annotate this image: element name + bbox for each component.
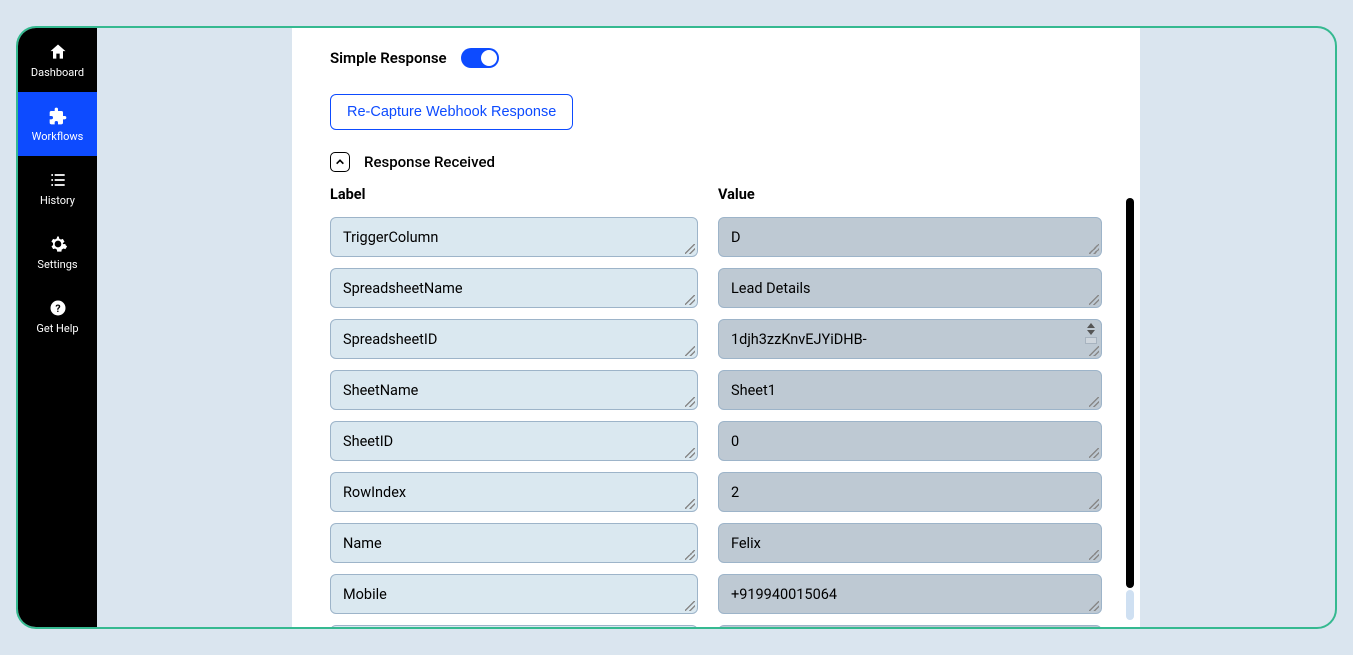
sidebar-item-dashboard[interactable]: Dashboard [18, 28, 97, 92]
sidebar-item-history[interactable]: History [18, 156, 97, 220]
sidebar-item-label: Workflows [32, 130, 84, 143]
panel-scrollbar-track[interactable] [1126, 590, 1134, 620]
response-received-title: Response Received [364, 153, 495, 171]
sidebar-item-label: Get Help [36, 322, 78, 335]
grid-row: SpreadsheetName Lead Details [330, 268, 1102, 308]
resize-grip-icon[interactable] [1089, 397, 1099, 407]
grid-row: Name Felix [330, 523, 1102, 563]
question-icon: ? [48, 298, 68, 318]
response-received-header: Response Received [330, 152, 1102, 172]
col-header-value: Value [718, 186, 1102, 203]
content-panel: Simple Response Re-Capture Webhook Respo… [292, 28, 1140, 627]
sidebar-item-label: Dashboard [31, 66, 84, 79]
puzzle-icon [48, 106, 68, 126]
resize-grip-icon[interactable] [685, 346, 695, 356]
value-cell[interactable]: Lead Details [718, 268, 1102, 308]
label-cell[interactable]: TriggerColumn [330, 217, 698, 257]
label-cell[interactable]: SheetID [330, 421, 698, 461]
grid-header: Label Value [330, 186, 1102, 203]
label-cell[interactable]: SpreadsheetName [330, 268, 698, 308]
label-cell[interactable]: RowIndex [330, 472, 698, 512]
resize-grip-icon[interactable] [685, 499, 695, 509]
grid-row: SheetID 0 [330, 421, 1102, 461]
chevron-up-icon [335, 157, 345, 167]
label-cell[interactable]: Name [330, 523, 698, 563]
simple-response-label: Simple Response [330, 49, 447, 67]
content-wrap: Simple Response Re-Capture Webhook Respo… [97, 28, 1335, 627]
simple-response-row: Simple Response [330, 48, 1102, 68]
cell-scrollbar[interactable] [1084, 323, 1098, 344]
sidebar: Dashboard Workflows History Settings ? G… [18, 28, 97, 627]
label-cell[interactable]: SpreadsheetID [330, 319, 698, 359]
value-cell[interactable]: 2 [718, 472, 1102, 512]
col-header-label: Label [330, 186, 698, 203]
value-cell[interactable]: +919940015064 [718, 574, 1102, 614]
sidebar-item-settings[interactable]: Settings [18, 220, 97, 284]
resize-grip-icon[interactable] [1089, 550, 1099, 560]
sidebar-item-label: History [40, 194, 75, 207]
resize-grip-icon[interactable] [685, 244, 695, 254]
resize-grip-icon[interactable] [685, 397, 695, 407]
recapture-button[interactable]: Re-Capture Webhook Response [330, 94, 573, 130]
sidebar-item-label: Settings [37, 258, 77, 271]
label-cell[interactable]: Message [330, 625, 698, 627]
value-cell[interactable]: D [718, 217, 1102, 257]
grid-row: TriggerColumn D [330, 217, 1102, 257]
app-frame: Dashboard Workflows History Settings ? G… [16, 26, 1337, 629]
collapse-button[interactable] [330, 152, 350, 172]
svg-text:?: ? [55, 301, 60, 314]
resize-grip-icon[interactable] [685, 550, 695, 560]
grid-body: TriggerColumn D SpreadsheetName Lead Detail… [330, 217, 1102, 627]
list-icon [48, 170, 68, 190]
label-cell[interactable]: Mobile [330, 574, 698, 614]
resize-grip-icon[interactable] [685, 601, 695, 611]
grid-row: SpreadsheetID 1djh3zzKnvEJYiDHB- [330, 319, 1102, 359]
grid-row: Message Google Sheet & Pabbly Connect dem… [330, 625, 1102, 627]
value-cell[interactable]: 0 [718, 421, 1102, 461]
resize-grip-icon[interactable] [1089, 346, 1099, 356]
resize-grip-icon[interactable] [1089, 295, 1099, 305]
grid-row: Mobile +919940015064 [330, 574, 1102, 614]
home-icon [48, 42, 68, 62]
resize-grip-icon[interactable] [1089, 601, 1099, 611]
value-cell[interactable]: Google Sheet & Pabbly Connect demo [718, 625, 1102, 627]
grid-row: SheetName Sheet1 [330, 370, 1102, 410]
value-cell[interactable]: Sheet1 [718, 370, 1102, 410]
value-cell[interactable]: Felix [718, 523, 1102, 563]
resize-grip-icon[interactable] [685, 295, 695, 305]
resize-grip-icon[interactable] [1089, 244, 1099, 254]
resize-grip-icon[interactable] [685, 448, 695, 458]
sidebar-item-workflows[interactable]: Workflows [18, 92, 97, 156]
simple-response-toggle[interactable] [461, 48, 499, 68]
grid-row: RowIndex 2 [330, 472, 1102, 512]
gear-icon [48, 234, 68, 254]
resize-grip-icon[interactable] [1089, 499, 1099, 509]
panel-scrollbar[interactable] [1126, 198, 1134, 588]
value-cell[interactable]: 1djh3zzKnvEJYiDHB- [718, 319, 1102, 359]
label-cell[interactable]: SheetName [330, 370, 698, 410]
sidebar-item-get-help[interactable]: ? Get Help [18, 284, 97, 348]
resize-grip-icon[interactable] [1089, 448, 1099, 458]
